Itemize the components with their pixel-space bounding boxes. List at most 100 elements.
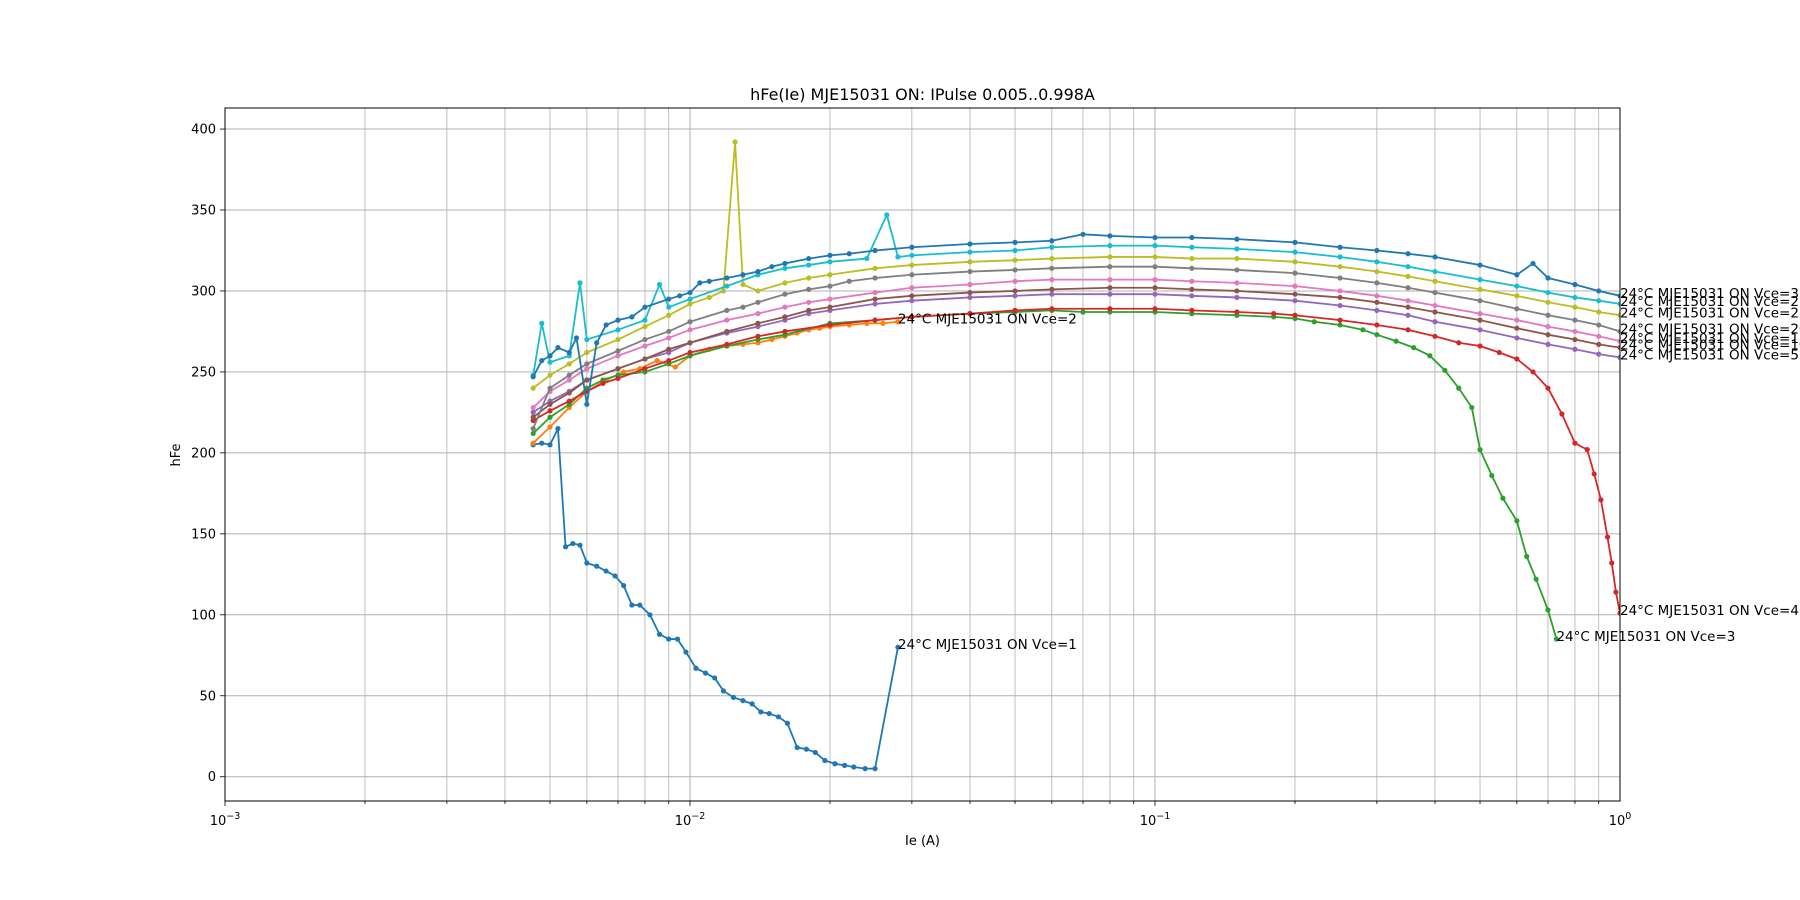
y-tick-label: 300 [191,284,216,299]
data-point [872,301,877,306]
data-point [1514,518,1519,523]
data-point [567,373,572,378]
data-point [1432,303,1437,308]
data-point [872,290,877,295]
data-point [707,295,712,300]
data-point [872,766,877,771]
data-point [1234,288,1239,293]
data-point [782,314,787,319]
data-point [570,541,575,546]
data-point [1374,300,1379,305]
data-point [603,568,608,573]
data-point [1477,311,1482,316]
y-tick-label: 250 [191,365,216,380]
data-point [1337,303,1342,308]
series-group [531,139,1623,771]
series-labels: 24°C MJE15031 ON Vce=124°C MJE15031 ON V… [898,286,1800,653]
data-point [1080,232,1085,237]
series-end-label: 24°C MJE15031 ON Vce=3 [1620,286,1799,302]
data-point [1189,308,1194,313]
data-point [712,675,717,680]
data-point [642,337,647,342]
data-point [1049,256,1054,261]
data-point [615,348,620,353]
data-point [1292,292,1297,297]
series-line [533,429,898,769]
series-6 [531,285,1623,420]
data-point [967,241,972,246]
data-point [804,747,809,752]
data-point [1427,353,1432,358]
data-point [1049,266,1054,271]
data-point [1152,243,1157,248]
data-point [758,709,763,714]
data-point [1605,534,1610,539]
data-point [547,408,552,413]
data-point [769,264,774,269]
data-point [967,250,972,255]
data-point [683,649,688,654]
data-point [666,347,671,352]
data-point [1152,254,1157,259]
data-point [1405,298,1410,303]
data-point [1337,245,1342,250]
data-point [1572,337,1577,342]
data-point [1292,313,1297,318]
data-point [1234,280,1239,285]
data-point [1374,332,1379,337]
series-end-label: 24°C MJE15031 ON Vce=20 [1620,321,1800,337]
data-point [1411,345,1416,350]
data-point [1514,318,1519,323]
y-tick-label: 200 [191,446,216,461]
data-point [806,287,811,292]
y-tick-label: 350 [191,204,216,219]
data-point [755,334,760,339]
data-point [1500,496,1505,501]
data-point [1049,287,1054,292]
data-point [909,262,914,267]
data-point [724,275,729,280]
data-point [1337,275,1342,280]
data-point [555,345,560,350]
data-point [1477,327,1482,332]
data-point [1012,279,1017,284]
data-point [827,253,832,258]
data-point [1545,607,1550,612]
series-end-label: 24°C MJE15031 ON Vce=3 [1556,629,1735,645]
data-point [615,353,620,358]
data-point [687,350,692,355]
data-point [677,293,682,298]
data-point [1107,254,1112,259]
data-point [547,442,552,447]
data-point [615,327,620,332]
data-point [612,573,617,578]
data-point [813,750,818,755]
data-point [1405,264,1410,269]
data-point [637,602,642,607]
data-point [1432,334,1437,339]
data-point [703,670,708,675]
data-point [724,318,729,323]
data-point [755,321,760,326]
data-point [1292,284,1297,289]
data-point [1360,327,1365,332]
data-point [1234,246,1239,251]
y-axis-label: hFe [169,443,184,466]
data-point [1545,386,1550,391]
data-point [1596,322,1601,327]
data-point [1374,259,1379,264]
data-point [782,329,787,334]
data-point [621,583,626,588]
data-point [1514,293,1519,298]
data-point [1609,560,1614,565]
data-point [1080,309,1085,314]
data-point [1572,318,1577,323]
data-point [1524,554,1529,559]
data-point [1152,235,1157,240]
data-point [909,285,914,290]
data-point [1545,324,1550,329]
data-point [1107,264,1112,269]
data-point [1442,368,1447,373]
data-point [872,296,877,301]
data-point [1374,280,1379,285]
